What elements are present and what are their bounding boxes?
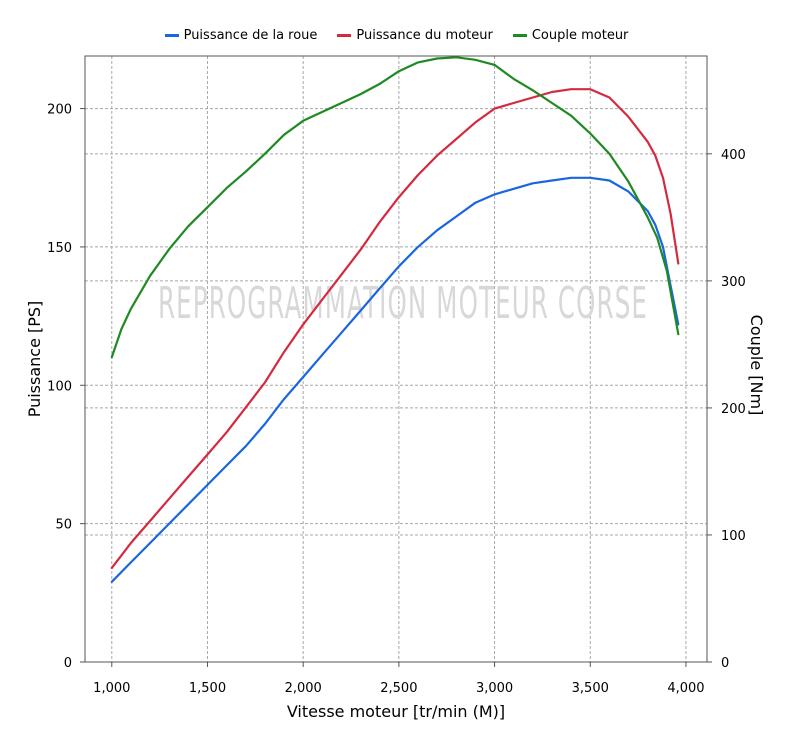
- series-line-wheel-power: [110, 176, 680, 583]
- x-axis: 1,000 1,500 2,000 2,500 3,000 3,500 4,000: [93, 662, 705, 696]
- legend-item-wheel-power[interactable]: Puissance de la roue: [164, 28, 318, 43]
- y-right-tick-label: 0: [721, 656, 729, 671]
- watermark-text: REPROGRAMMATION MOTEUR CORSE: [158, 278, 648, 329]
- y-left-tick-label: 50: [55, 518, 72, 533]
- legend-swatch-engine-torque: [512, 34, 527, 37]
- y-axis-left: 0 50 100 150 200: [47, 103, 85, 671]
- y-right-tick-label: 200: [721, 402, 746, 417]
- y-left-tick-label: 150: [47, 241, 72, 256]
- x-tick-label: 1,000: [93, 681, 130, 696]
- plot-frame: [84, 55, 708, 663]
- y-left-tick-label: 100: [47, 379, 72, 394]
- x-tick-label: 3,500: [572, 681, 609, 696]
- y-left-tick-label: 200: [47, 103, 72, 118]
- y-axis-right-title: Couple [Nm]: [747, 315, 766, 416]
- legend-label-engine-power: Puissance du moteur: [356, 28, 493, 43]
- y-axis-right: 0 100 200 300 400: [707, 148, 746, 671]
- x-tick-label: 2,000: [285, 681, 322, 696]
- x-tick-label: 1,500: [189, 681, 226, 696]
- legend-item-engine-torque[interactable]: Couple moteur: [512, 28, 629, 43]
- legend-swatch-engine-power: [337, 34, 352, 37]
- y-right-tick-label: 300: [721, 275, 746, 290]
- legend: Puissance de la roue Puissance du moteur…: [0, 28, 793, 43]
- legend-item-engine-power[interactable]: Puissance du moteur: [337, 28, 493, 43]
- legend-label-engine-torque: Couple moteur: [531, 28, 629, 43]
- legend-label-wheel-power: Puissance de la roue: [183, 28, 318, 43]
- legend-swatch-wheel-power: [164, 34, 179, 37]
- y-right-tick-label: 400: [721, 148, 746, 163]
- x-tick-label: 3,000: [476, 681, 513, 696]
- y-axis-left-title: Puissance [PS]: [25, 301, 44, 418]
- series-line-engine-power: [110, 88, 680, 570]
- x-tick-label: 4,000: [667, 681, 704, 696]
- y-right-tick-label: 100: [721, 529, 746, 544]
- y-left-tick-label: 0: [64, 656, 72, 671]
- x-axis-title: Vitesse moteur [tr/min (M)]: [287, 702, 505, 721]
- grid: [85, 56, 707, 662]
- series-line-engine-torque: [110, 56, 680, 359]
- x-tick-label: 2,500: [380, 681, 417, 696]
- series-lines: [110, 56, 680, 583]
